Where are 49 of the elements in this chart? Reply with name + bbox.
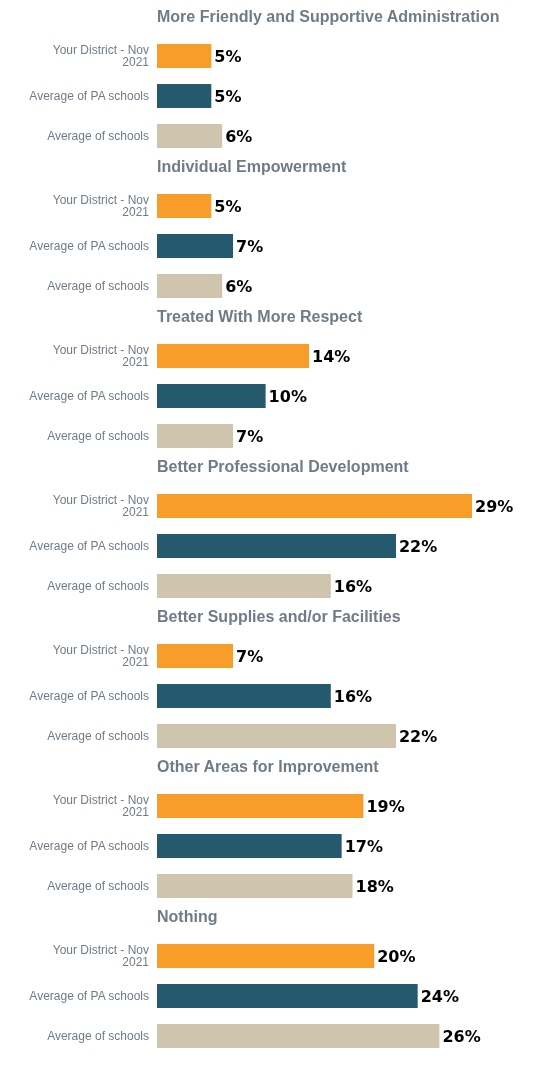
- y-tick-label: Average of schools: [47, 1029, 149, 1044]
- data-label: 14%: [312, 346, 351, 366]
- data-label: 7%: [236, 426, 264, 446]
- y-tick-label: Average of schools: [47, 129, 149, 144]
- y-tick-label: Average of PA schools: [29, 89, 149, 104]
- y-tick-label: Your District - Nov 2021: [52, 793, 150, 820]
- y-tick-label: Average of PA schools: [29, 689, 149, 704]
- y-tick-label: Your District - Nov 2021: [52, 43, 150, 70]
- y-tick-label: Your District - Nov 2021: [52, 193, 150, 220]
- data-label: 10%: [268, 386, 307, 406]
- chart-title: Treated With More Respect: [157, 308, 364, 327]
- data-label: 5%: [214, 196, 242, 216]
- y-tick-label: Average of schools: [47, 429, 149, 444]
- data-label: 26%: [442, 1026, 481, 1046]
- chart-title: Better Supplies and/or Facilities: [157, 608, 402, 627]
- data-label: 16%: [333, 686, 373, 706]
- data-label: 17%: [344, 836, 383, 856]
- data-label: 22%: [398, 536, 438, 556]
- y-tick-label: Your District - Nov 2021: [52, 493, 150, 520]
- chart-title: Nothing: [157, 908, 219, 927]
- chart-title: Other Areas for Improvement: [157, 758, 380, 777]
- data-label: 7%: [236, 236, 264, 256]
- data-label: 22%: [398, 726, 438, 746]
- data-label: 5%: [214, 46, 242, 66]
- y-tick-label: Average of schools: [47, 279, 149, 294]
- data-label: 19%: [366, 796, 405, 816]
- y-tick-label: Average of PA schools: [29, 389, 149, 404]
- data-label: 6%: [225, 126, 253, 146]
- text: More Friendly and Supportive Administration: [157, 8, 501, 27]
- y-tick-label: Average of schools: [47, 879, 149, 894]
- data-label: 24%: [420, 986, 459, 1006]
- data-label: 5%: [214, 86, 242, 106]
- chart-title: Better Professional Development: [157, 458, 410, 477]
- data-label: 7%: [236, 646, 264, 666]
- data-label: 29%: [475, 496, 514, 516]
- data-label: 16%: [333, 576, 373, 596]
- data-label: 20%: [377, 946, 416, 966]
- y-tick-label: Average of PA schools: [29, 539, 149, 554]
- y-tick-label: Your District - Nov 2021: [52, 943, 150, 970]
- data-label: 18%: [355, 876, 394, 896]
- y-tick-label: Average of PA schools: [29, 989, 149, 1004]
- y-tick-label: Average of schools: [47, 729, 149, 744]
- y-tick-label: Average of PA schools: [29, 839, 149, 854]
- y-tick-label: Your District - Nov 2021: [52, 343, 150, 370]
- y-tick-label: Average of PA schools: [29, 239, 149, 254]
- y-tick-label: Your District - Nov 2021: [52, 643, 150, 670]
- data-label: 6%: [225, 276, 253, 296]
- y-tick-label: Average of schools: [47, 579, 149, 594]
- chart-title: Individual Empowerment: [157, 158, 348, 177]
